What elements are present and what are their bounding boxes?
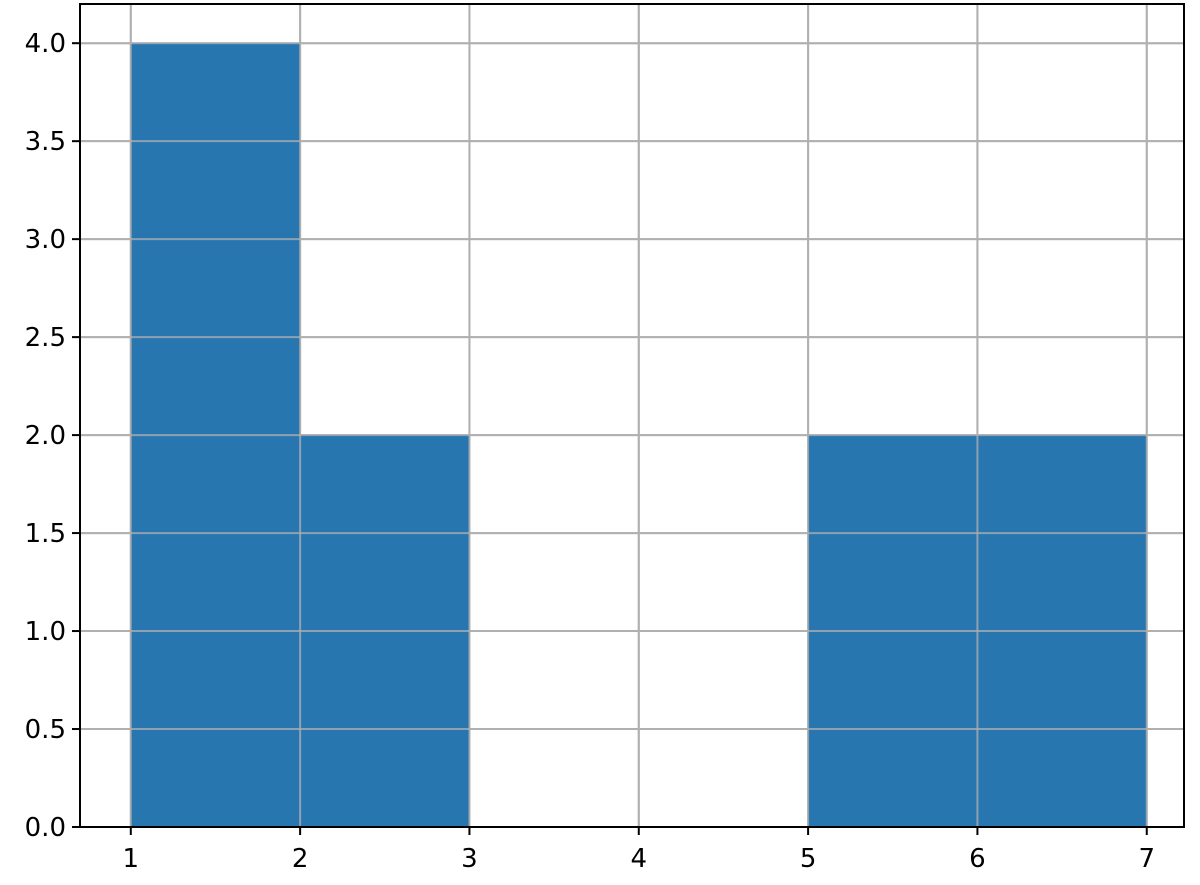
y-tick-label: 3.0	[25, 225, 66, 255]
y-tick-label: 1.5	[25, 519, 66, 549]
grid-overlay-layer	[80, 4, 1184, 828]
x-tick-label: 1	[123, 844, 140, 874]
y-tick-label: 3.5	[25, 127, 66, 157]
plot-frame	[79, 3, 1185, 828]
y-tick-label: 0.5	[25, 715, 66, 745]
x-tick-label: 2	[292, 844, 309, 874]
x-tick-label: 3	[461, 844, 478, 874]
x-axis: 1 2 3 4 5 6 7	[123, 827, 1155, 874]
x-tick-label: 5	[800, 844, 817, 874]
y-tick-label: 1.0	[25, 617, 66, 647]
x-tick-label: 7	[1138, 844, 1155, 874]
y-axis: 0.0 0.5 1.0 1.5 2.0 2.5 3.0 3.5 4.0	[25, 29, 80, 843]
y-tick-label: 0.0	[25, 813, 66, 843]
x-tick-label: 6	[969, 844, 986, 874]
y-tick-label: 2.0	[25, 421, 66, 451]
x-tick-label: 4	[630, 844, 647, 874]
y-tick-label: 2.5	[25, 323, 66, 353]
y-tick-label: 4.0	[25, 29, 66, 59]
